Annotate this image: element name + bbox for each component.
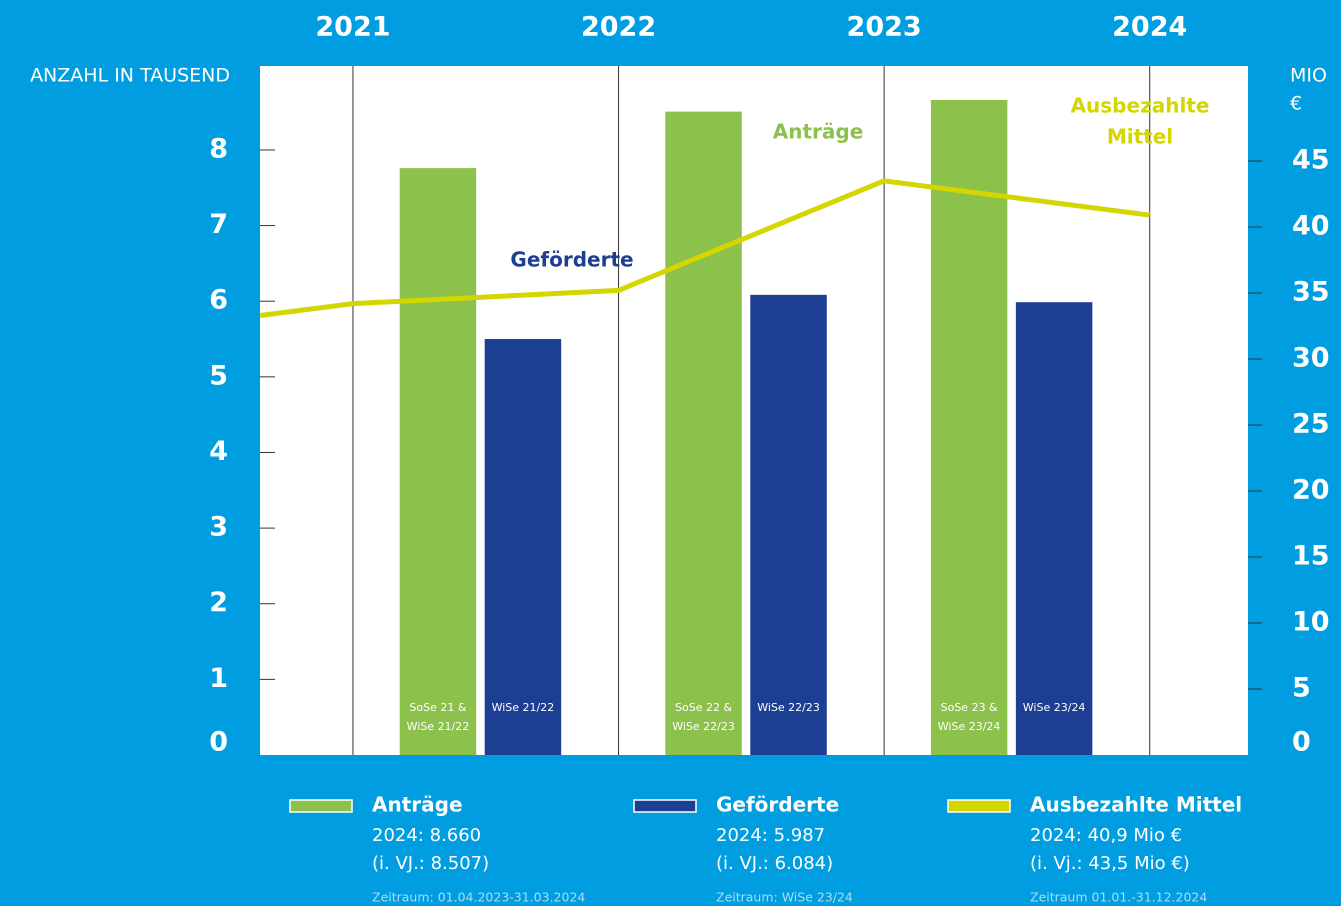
legend-detail: (i. VJ.: 8.507) [372,853,489,874]
legend-detail: 2024: 40,9 Mio € [1030,825,1182,846]
y-tick-label: 5 [209,360,228,391]
bar-label: SoSe 21 & [409,701,466,714]
bar-label: WiSe 21/22 [492,701,555,714]
y-axis-label: ANZAHL IN TAUSEND [30,65,230,87]
y2-tick-label: 20 [1292,475,1330,506]
annotation: Anträge [773,120,864,144]
annotation: Geförderte [510,248,633,272]
legend-period: Zeitraum: 01.04.2023-31.03.2024 [372,890,585,905]
y2-tick-label: 25 [1292,409,1330,440]
y-tick-label: 2 [209,587,228,618]
y-tick-label: 3 [209,512,228,543]
bar-label: SoSe 22 & [675,701,732,714]
bar-label: WiSe 22/23 [672,720,735,733]
y2-tick-label: 30 [1292,343,1330,374]
legend-period: Zeitraum 01.01.-31.12.2024 [1030,890,1207,905]
y2-axis-label: MIO [1290,65,1327,87]
x-tick-label: 2021 [315,12,390,43]
annotation: Mittel [1107,125,1173,149]
y-tick-label: 4 [209,436,228,467]
bar-label: SoSe 23 & [941,701,998,714]
y2-tick-label: 15 [1292,541,1330,572]
legend-swatch [947,799,1011,813]
line [259,178,1151,318]
annotation: Ausbezahlte [1071,94,1210,118]
y2-tick-label: 5 [1292,673,1311,704]
bar [665,111,742,756]
legend-period: Zeitraum: WiSe 23/24 [716,890,853,905]
y-tick-label: 8 [209,133,228,164]
y-tick-label: 6 [209,285,228,316]
y-tick-label: 7 [209,209,228,240]
legend-detail: (i. VJ.: 6.084) [716,853,833,874]
x-tick-label: 2023 [847,12,922,43]
legend-label: Anträge [372,793,463,817]
bar [484,339,562,755]
y2-tick-label: 45 [1292,145,1330,176]
x-tick-label: 2024 [1112,12,1187,43]
bar [1015,302,1093,755]
legend-label: Ausbezahlte Mittel [1030,793,1242,817]
bar [750,294,827,755]
bar-label: WiSe 21/22 [407,720,470,733]
legend-swatch [289,799,353,813]
y2-tick-label: 0 [1292,727,1311,758]
x-tick-label: 2022 [581,12,656,43]
legend-detail: 2024: 5.987 [716,825,825,846]
bar [399,168,477,756]
legend-label: Geförderte [716,793,839,817]
y2-axis-label: € [1290,93,1302,115]
legend-detail: 2024: 8.660 [372,825,481,846]
bar-label: WiSe 23/24 [1023,701,1086,714]
bar-label: WiSe 23/24 [938,720,1001,733]
bar-label: WiSe 22/23 [757,701,820,714]
y-tick-label: 1 [209,663,228,694]
y2-tick-label: 40 [1292,211,1330,242]
bar [930,100,1008,755]
legend-swatch [633,799,697,813]
y2-tick-label: 10 [1292,607,1330,638]
y-tick-label: 0 [209,727,228,758]
legend-detail: (i. Vj.: 43,5 Mio €) [1030,853,1190,874]
y2-tick-label: 35 [1292,277,1330,308]
